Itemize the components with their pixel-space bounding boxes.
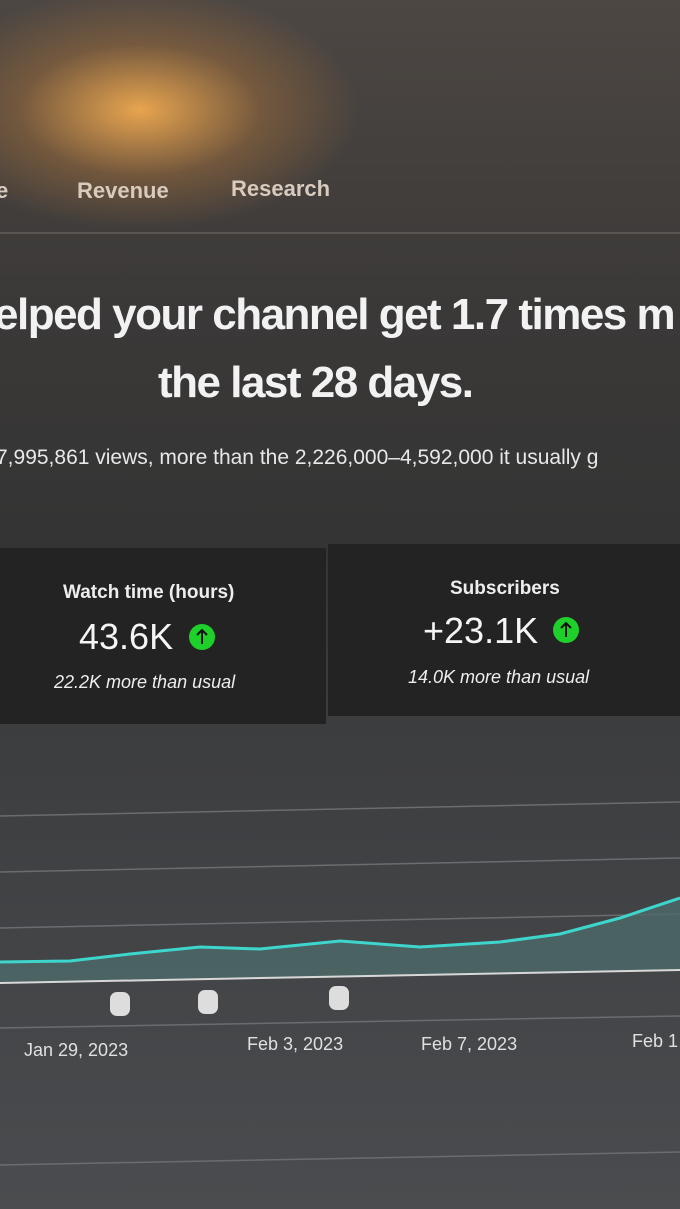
headline: the last 28 days. xyxy=(158,358,474,407)
x-axis-label: Jan 29, 2023 xyxy=(24,1040,129,1060)
up-icon xyxy=(553,617,579,643)
card-note: 14.0K more than usual xyxy=(408,667,590,687)
card-value: 43.6K xyxy=(79,616,174,657)
metric-card[interactable]: Watch time (hours) 43.6K 22.2K more than… xyxy=(0,548,326,724)
card-title: Subscribers xyxy=(450,578,560,599)
x-axis-label: Feb 7, 2023 xyxy=(421,1034,518,1054)
summary: 7,995,861 views, more than the 2,226,000… xyxy=(0,446,599,469)
metric-card[interactable]: Subscribers +23.1K 14.0K more than usual xyxy=(328,544,680,716)
x-axis-label: Feb 1 xyxy=(632,1031,679,1051)
tab[interactable]: e xyxy=(0,178,9,203)
up-icon xyxy=(189,624,215,650)
tab[interactable]: Research xyxy=(231,176,331,201)
divider xyxy=(0,232,680,234)
card-note: 22.2K more than usual xyxy=(54,672,236,692)
card-value: +23.1K xyxy=(423,610,539,651)
card-title: Watch time (hours) xyxy=(63,582,235,603)
headline: elped your channel get 1.7 times m xyxy=(0,290,676,339)
tab[interactable]: Revenue xyxy=(77,178,169,203)
chart-area xyxy=(0,801,680,1166)
x-axis-label: Feb 3, 2023 xyxy=(247,1034,344,1054)
